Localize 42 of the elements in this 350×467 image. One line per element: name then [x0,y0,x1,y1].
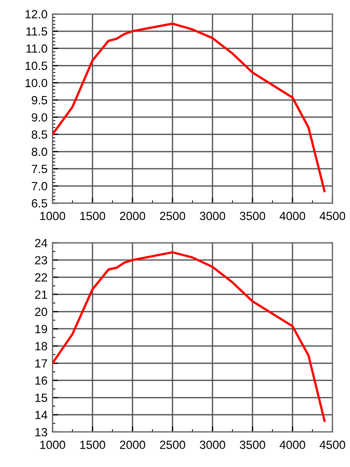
y-tick-label: 23 [35,256,48,264]
x-tick-label: 1000 [40,212,66,220]
y-tick-label: 10.5 [26,62,48,70]
y-tick-label: 7.0 [32,182,48,190]
x-tick-label: 1000 [40,440,66,449]
line-series [52,22,326,192]
y-tick-label: 12.0 [26,10,48,18]
x-tick-label: 2500 [160,440,186,449]
y-tick-label: 22 [35,273,48,282]
line-series [52,251,326,422]
x-tick-label: 4000 [280,212,306,220]
x-tick-label: 2500 [160,212,186,220]
y-tick-label: 6.5 [32,199,48,208]
y-tick-label: 10.0 [26,78,48,88]
x-tick-label: 2000 [120,440,146,449]
y-tick-label: 16 [35,376,48,385]
y-tick-label: 11.0 [26,44,48,53]
x-tick-label: 4500 [320,440,346,449]
x-tick-label: 3500 [240,440,266,449]
y-tick-label: 20 [35,308,48,316]
x-tick-label: 4000 [280,440,306,449]
x-tick-label: 4500 [320,212,346,220]
x-tick-label: 3500 [240,212,266,220]
x-tick-label: 1500 [80,440,106,449]
y-tick-label: 19 [35,324,48,334]
y-tick-label: 8.0 [32,148,48,156]
y-tick-label: 17 [35,359,48,368]
y-tick-label: 24 [35,238,48,248]
y-tick-label: 8.5 [32,130,48,139]
x-tick-label: 3000 [200,212,226,220]
x-tick-label: 3000 [200,440,226,449]
y-tick-label: 7.5 [32,164,48,174]
y-tick-label: 9.0 [32,113,48,122]
y-tick-label: 14 [35,410,48,420]
y-tick-label: 9.5 [32,96,48,104]
y-tick-label: 13 [35,428,48,436]
y-tick-label: 21 [35,290,48,299]
y-tick-label: 11.5 [26,27,48,36]
x-tick-label: 1500 [80,212,106,220]
x-tick-label: 2000 [120,212,146,220]
y-tick-label: 15 [35,394,48,402]
y-tick-label: 18 [35,342,48,350]
